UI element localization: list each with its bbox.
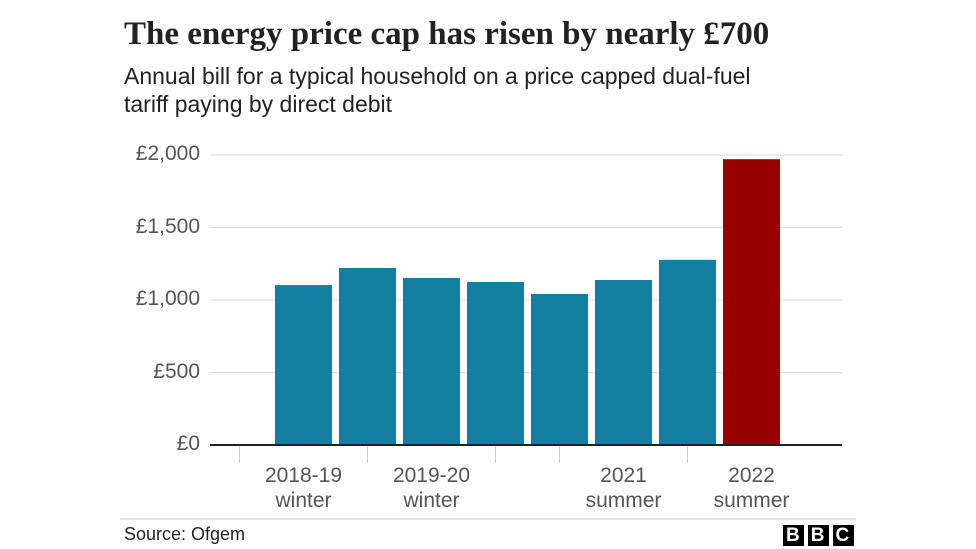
x-tick-label: 2021 summer <box>585 464 662 512</box>
bar <box>659 259 716 445</box>
x-tick-label: 2018-19 winter <box>264 464 343 512</box>
logo: BBC <box>786 525 861 546</box>
chart-subtitle: Annual bill for a typical household on a… <box>124 63 751 117</box>
bar <box>403 277 460 445</box>
source: Source: Ofgem <box>124 524 246 544</box>
logo-box <box>808 525 829 546</box>
bar <box>275 285 332 445</box>
bar <box>339 267 396 445</box>
y-tick-label: £500 <box>153 359 200 383</box>
bar <box>531 293 588 445</box>
x-tick-label: 2019-20 winter <box>392 464 471 512</box>
y-tick-label: £1,500 <box>135 214 200 238</box>
bar <box>595 279 652 445</box>
logo-box <box>833 525 854 546</box>
logo-box <box>783 525 804 546</box>
bar <box>723 159 780 445</box>
chart-title: The energy price cap has risen by nearly… <box>124 16 770 52</box>
y-tick-label: £2,000 <box>135 142 200 165</box>
y-tick-label: £1,000 <box>135 287 200 310</box>
bar <box>467 282 524 445</box>
x-tick-label: 2022 summer <box>713 464 790 512</box>
y-tick-label: £0 <box>176 432 200 455</box>
